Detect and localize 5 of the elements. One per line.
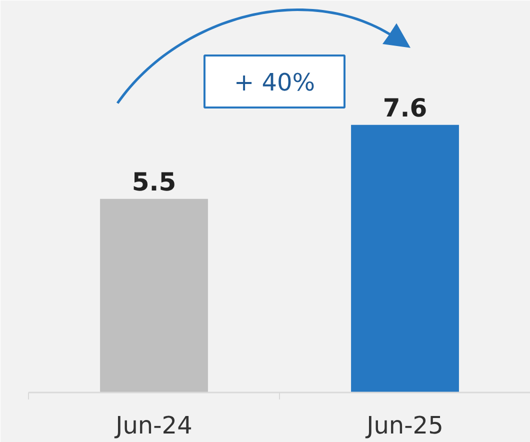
x-tick-label: Jun-24 xyxy=(114,412,192,440)
data-label: 7.6 xyxy=(382,93,428,122)
text: + 40% xyxy=(234,68,316,96)
data-label: 5.5 xyxy=(132,167,176,196)
x-tick-label: Jun-25 xyxy=(364,412,444,440)
